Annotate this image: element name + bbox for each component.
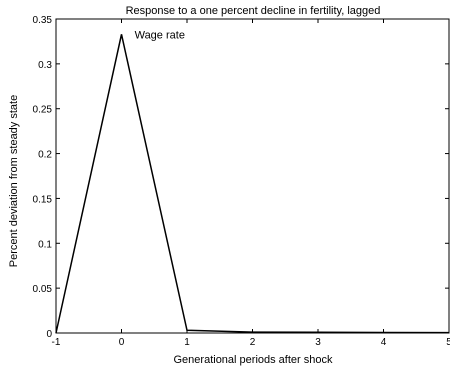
y-tick-label: 0.05 bbox=[33, 284, 53, 295]
x-axis-tick-labels: -1 0 1 2 3 4 5 bbox=[52, 337, 450, 348]
y-axis-tick-labels: 0 0.05 0.1 0.15 0.2 0.25 0.3 0.35 bbox=[33, 15, 53, 340]
x-tick-label: 0 bbox=[119, 337, 125, 348]
chart-title: Response to a one percent decline in fer… bbox=[126, 5, 381, 17]
annotation-layer: Wage rate bbox=[135, 29, 185, 41]
x-tick-label: -1 bbox=[52, 337, 61, 348]
y-tick-label: 0 bbox=[46, 329, 52, 340]
x-tick-label: 1 bbox=[184, 337, 190, 348]
y-tick-label: 0.3 bbox=[38, 60, 52, 71]
y-tick-label: 0.25 bbox=[33, 105, 53, 116]
y-axis-label: Percent deviation from steady state bbox=[8, 95, 20, 267]
series-annotation-label: Wage rate bbox=[135, 29, 185, 41]
y-tick-label: 0.2 bbox=[38, 150, 52, 161]
y-tick-label: 0.1 bbox=[38, 239, 52, 250]
y-tick-label: 0.35 bbox=[33, 15, 53, 26]
x-tick-label: 3 bbox=[315, 337, 321, 348]
series-line-wage-rate bbox=[55, 34, 450, 334]
series-layer bbox=[55, 34, 450, 334]
y-tick-label: 0.15 bbox=[33, 194, 53, 205]
x-tick-label: 4 bbox=[381, 337, 387, 348]
x-tick-label: 2 bbox=[250, 337, 256, 348]
x-tick-label: 5 bbox=[446, 337, 450, 348]
x-axis-label: Generational periods after shock bbox=[174, 354, 333, 366]
